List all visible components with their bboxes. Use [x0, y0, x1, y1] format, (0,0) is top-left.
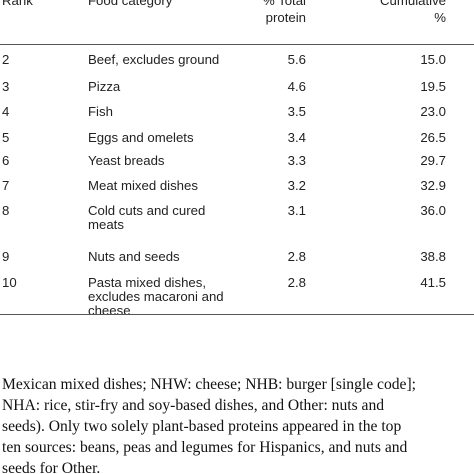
cell-food-category: Nuts and seeds — [88, 249, 180, 264]
cell-rank: 3 — [2, 79, 10, 94]
footnote-line: ten sources: beans, peas and legumes for… — [2, 439, 408, 456]
cell-cumulative-percent: 36.0 — [420, 203, 446, 218]
cell-percent-total-protein: 3.5 — [287, 104, 306, 119]
cell-food-category: Beef, excludes ground — [88, 52, 220, 67]
cell-rank: 10 — [2, 275, 17, 290]
cell-food-category: meats — [88, 217, 124, 232]
cell-cumulative-percent: 29.7 — [420, 153, 446, 168]
cell-percent-total-protein: 3.3 — [287, 153, 306, 168]
cell-percent-total-protein: 5.6 — [287, 52, 306, 67]
cell-percent-total-protein: 3.2 — [287, 178, 306, 193]
cell-rank: 6 — [2, 153, 10, 168]
cell-cumulative-percent: 19.5 — [420, 79, 446, 94]
cell-food-category: Pizza — [88, 79, 121, 94]
cell-food-category: Eggs and omelets — [88, 130, 194, 145]
cell-food-category: Cold cuts and cured — [88, 203, 206, 218]
footnote-line: Mexican mixed dishes; NHW: cheese; NHB: … — [2, 376, 416, 393]
cell-percent-total-protein: 2.8 — [287, 249, 306, 264]
cell-cumulative-percent: 32.9 — [420, 178, 446, 193]
cell-food-category: Fish — [88, 104, 113, 119]
cell-percent-total-protein: 3.4 — [287, 130, 306, 145]
cell-percent-total-protein: 4.6 — [287, 79, 306, 94]
cell-food-category: Meat mixed dishes — [88, 178, 198, 193]
cell-food-category: cheese — [88, 303, 131, 318]
cell-rank: 9 — [2, 249, 10, 264]
cell-rank: 8 — [2, 203, 10, 218]
table-header: Rank Food category % Total protein Cumul… — [0, 0, 474, 42]
cell-rank: 5 — [2, 130, 10, 145]
cell-food-category: excludes macaroni and — [88, 289, 224, 304]
cell-rank: 4 — [2, 104, 10, 119]
header-divider — [0, 44, 474, 45]
header-food-category: Food category — [88, 0, 173, 8]
footnote-line: seeds for Other. — [2, 460, 101, 474]
table-bottom-rule — [0, 314, 474, 315]
cell-food-category: Pasta mixed dishes, — [88, 275, 207, 290]
cell-cumulative-percent: 41.5 — [420, 275, 446, 290]
header-cumulative-line2: % — [434, 10, 446, 25]
footnote-line: seeds). Only two solely plant-based prot… — [2, 418, 402, 435]
cell-cumulative-percent: 38.8 — [420, 249, 446, 264]
cell-food-category: Yeast breads — [88, 153, 165, 168]
header-rank: Rank — [2, 0, 33, 8]
cell-cumulative-percent: 26.5 — [420, 130, 446, 145]
cell-cumulative-percent: 15.0 — [420, 52, 446, 67]
header-percent-total-protein-line1: % Total — [262, 0, 306, 8]
header-cumulative-line1: Cumulative — [380, 0, 446, 8]
cell-percent-total-protein: 3.1 — [287, 203, 306, 218]
footnote-line: NHA: rice, stir-fry and soy-based dishes… — [2, 397, 385, 414]
header-percent-total-protein-line2: protein — [265, 10, 306, 25]
footnote: Mexican mixed dishes; NHW: cheese; NHB: … — [2, 374, 470, 474]
cell-rank: 2 — [2, 52, 10, 67]
cell-rank: 7 — [2, 178, 10, 193]
cell-percent-total-protein: 2.8 — [287, 275, 306, 290]
cell-cumulative-percent: 23.0 — [420, 104, 446, 119]
